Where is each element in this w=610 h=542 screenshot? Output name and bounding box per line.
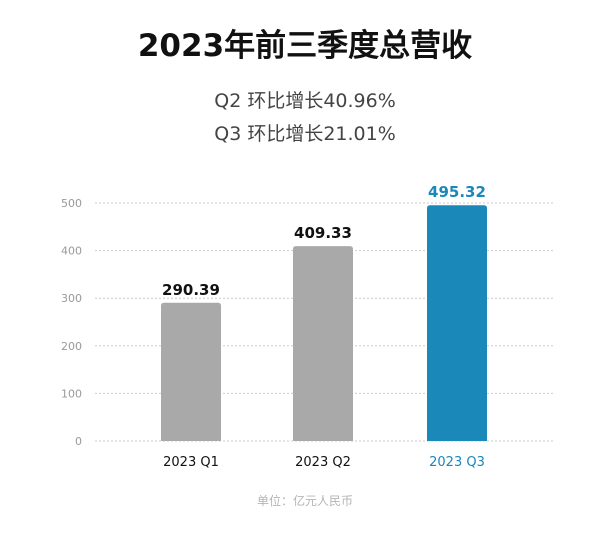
y-tick-label: 0 <box>75 435 82 448</box>
subtitle-q3-growth: Q3 环比增长21.01% <box>214 123 396 145</box>
data-label: 495.32 <box>428 183 486 201</box>
bar <box>427 205 487 441</box>
y-tick-label: 500 <box>61 197 82 210</box>
y-tick-label: 200 <box>61 340 82 353</box>
unit-note: 单位：亿元人民币 <box>256 494 353 508</box>
x-tick-label: 2023 Q3 <box>429 455 485 470</box>
y-tick-label: 400 <box>61 245 82 258</box>
y-tick-label: 300 <box>61 292 82 305</box>
subtitle-q2-growth: Q2 环比增长40.96% <box>214 90 396 112</box>
bar <box>161 302 221 441</box>
x-tick-label: 2023 Q2 <box>295 455 351 470</box>
data-label: 290.39 <box>162 281 220 299</box>
bars <box>161 205 487 441</box>
y-axis-ticks: 0 100 200 300 400 500 <box>61 197 82 448</box>
y-tick-label: 100 <box>61 387 82 400</box>
bar <box>293 246 353 441</box>
data-label: 409.33 <box>294 224 352 242</box>
x-tick-label: 2023 Q1 <box>163 455 219 470</box>
value-labels: 290.39 409.33 495.32 <box>162 183 486 299</box>
chart-title: 2023年前三季度总营收 <box>137 28 473 64</box>
x-axis-labels: 2023 Q1 2023 Q2 2023 Q3 <box>163 455 485 470</box>
